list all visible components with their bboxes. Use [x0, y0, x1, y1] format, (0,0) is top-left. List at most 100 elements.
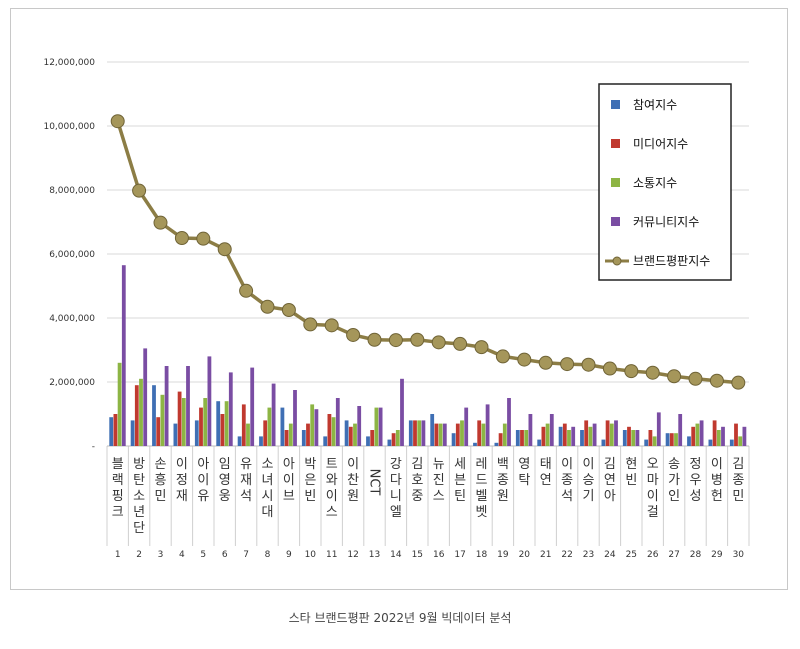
bar-1 [152, 385, 156, 446]
rank-label: 13 [369, 550, 380, 560]
legend-marker [612, 256, 622, 266]
bar-1 [344, 420, 349, 446]
brand-index-point [431, 335, 446, 350]
bar-4 [293, 390, 297, 446]
bar-4 [614, 420, 618, 446]
brand-index-point [388, 333, 403, 348]
bar-2 [220, 414, 225, 446]
brand-index-point [645, 365, 660, 380]
bar-3 [139, 378, 143, 446]
bar-2 [348, 426, 353, 446]
brand-index-point [453, 336, 468, 351]
bar-3 [117, 362, 122, 446]
bar-2 [455, 423, 460, 446]
bar-1 [687, 436, 691, 446]
bar-2 [327, 414, 332, 446]
bar-1 [366, 436, 370, 446]
bar-4 [678, 414, 683, 446]
bar-1 [494, 442, 499, 446]
rank-label: 30 [733, 550, 745, 560]
rank-label: 12 [347, 550, 358, 560]
bar-2 [263, 420, 268, 446]
bar-1 [173, 423, 178, 446]
bar-2 [627, 426, 631, 446]
rank-label: 16 [433, 550, 445, 560]
bar-2 [691, 426, 696, 446]
bar-2 [413, 420, 417, 446]
bar-1 [194, 420, 199, 446]
brand-index-point [410, 332, 425, 347]
brand-index-point [174, 231, 189, 245]
legend-box [598, 83, 732, 281]
rank-label: 6 [222, 550, 228, 560]
x-axis-categories: 블 랙 핑 크 1 방 탄 소 년 단 2 손 흥 민 3 이 정 재 4 아 이 유 5 임 영 웅 6 유 재 석 7 소 녀 시 대 8 아 이 브 9… [112, 457, 745, 560]
bar-1 [259, 436, 263, 446]
bar-3 [609, 423, 614, 446]
bar-4 [507, 398, 511, 446]
bar-3 [502, 423, 507, 446]
bar-4 [656, 412, 661, 446]
brand-reputation-chart: - 2,000,000 4,000,000 6,000,000 8,000,000 10,… [43, 58, 750, 560]
legend-label: 브랜드평판지수 [633, 254, 710, 268]
bar-4 [250, 367, 255, 446]
bar-3 [588, 426, 593, 446]
brand-index-point [324, 318, 339, 333]
brand-index-point [538, 355, 553, 370]
rank-label: 15 [412, 550, 423, 560]
bar-4 [699, 420, 704, 446]
rank-label: 28 [690, 550, 702, 560]
brand-index-point [474, 340, 489, 355]
bar-4 [549, 414, 554, 446]
bar-3 [395, 430, 400, 446]
brand-index-point [688, 371, 703, 386]
brand-index-point [217, 242, 232, 257]
bar-2 [605, 420, 610, 446]
brand-index-point [709, 373, 724, 388]
bar-2 [156, 417, 161, 446]
gridlines [106, 61, 750, 546]
bar-1 [473, 442, 477, 446]
brand-index-point [239, 283, 254, 298]
y-axis-ticks: - 2,000,000 4,000,000 6,000,000 8,000,000 10,… [43, 58, 95, 452]
bar-3 [310, 404, 315, 446]
rank-label: 4 [179, 550, 185, 560]
rank-label: 27 [668, 550, 679, 560]
brand-index-line [110, 114, 746, 390]
bar-1 [430, 414, 435, 446]
rank-label: 11 [326, 550, 337, 560]
legend-swatch [611, 100, 620, 109]
y-tick-label: - [92, 442, 95, 452]
bar-2 [562, 423, 567, 446]
bar-2 [113, 414, 118, 446]
y-tick-label: 4,000,000 [49, 314, 95, 324]
brand-index-point [196, 231, 211, 246]
brand-index-point [110, 114, 125, 129]
legend-label: 소통지수 [633, 176, 677, 190]
rank-label: 5 [200, 550, 206, 560]
bar-1 [323, 436, 328, 446]
bar-1 [109, 417, 114, 446]
rank-label: 2 [136, 550, 142, 560]
bar-1 [665, 433, 670, 446]
legend-swatch [611, 217, 620, 226]
bar-3 [224, 401, 229, 446]
bar-3 [674, 433, 678, 446]
bar-1 [408, 420, 413, 446]
bar-3 [181, 398, 186, 446]
bar-4 [721, 426, 725, 446]
bar-2 [648, 430, 653, 446]
bar-4 [400, 378, 404, 446]
rank-label: 8 [265, 550, 271, 560]
rank-label: 1 [115, 550, 121, 560]
rank-label: 25 [626, 550, 637, 560]
